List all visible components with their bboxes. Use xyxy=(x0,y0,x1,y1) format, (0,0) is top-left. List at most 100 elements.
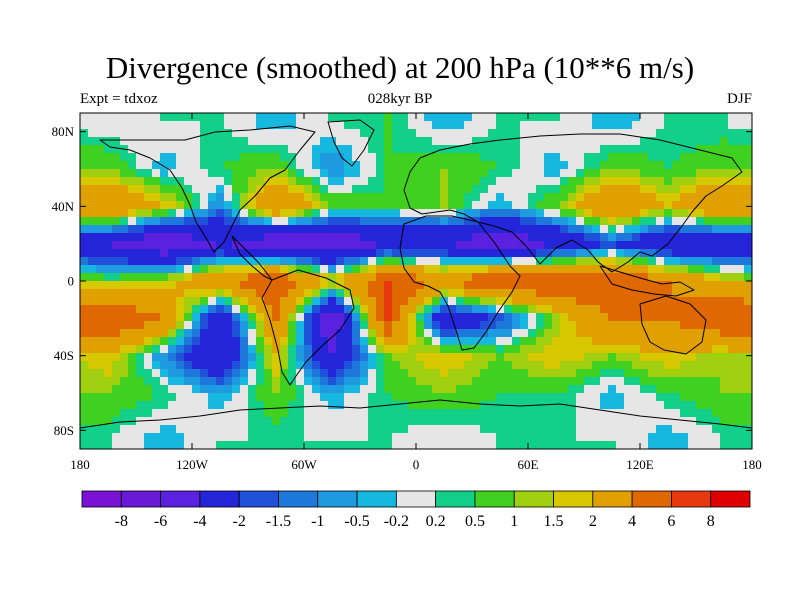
field-cell xyxy=(624,281,633,290)
field-cell xyxy=(280,201,289,210)
field-cell xyxy=(704,185,713,194)
field-cell xyxy=(456,161,465,170)
field-cell xyxy=(296,209,305,218)
colorbar-label: -6 xyxy=(154,513,167,530)
field-cell xyxy=(376,169,385,178)
field-cell xyxy=(208,385,217,394)
field-cell xyxy=(536,369,545,378)
field-cell xyxy=(736,193,745,202)
field-cell xyxy=(120,297,129,306)
field-cell xyxy=(152,377,161,386)
field-cell xyxy=(712,249,721,258)
field-cell xyxy=(232,121,241,130)
field-cell xyxy=(272,193,281,202)
field-cell xyxy=(368,337,377,346)
field-cell xyxy=(304,129,313,138)
field-cell xyxy=(152,233,161,242)
field-cell xyxy=(600,201,609,210)
field-cell xyxy=(304,425,313,434)
field-cell xyxy=(88,393,97,402)
field-cell xyxy=(464,289,473,298)
field-cell xyxy=(680,209,689,218)
field-cell xyxy=(80,385,89,394)
field-cell xyxy=(80,329,89,338)
field-cell xyxy=(312,201,321,210)
field-cell xyxy=(656,361,665,370)
field-cell xyxy=(552,377,561,386)
field-cell xyxy=(88,217,97,226)
field-cell xyxy=(424,345,433,354)
field-cell xyxy=(680,121,689,130)
field-cell xyxy=(440,169,449,178)
field-cell xyxy=(400,401,409,410)
field-cell xyxy=(152,129,161,138)
field-cell xyxy=(288,337,297,346)
field-cell xyxy=(392,249,401,258)
field-cell xyxy=(616,353,625,362)
field-cell xyxy=(680,345,689,354)
field-cell xyxy=(104,425,113,434)
field-cell xyxy=(120,433,129,442)
field-cell xyxy=(472,193,481,202)
field-cell xyxy=(424,193,433,202)
field-cell xyxy=(192,217,201,226)
field-cell xyxy=(560,121,569,130)
field-cell xyxy=(688,329,697,338)
field-cell xyxy=(680,337,689,346)
colorbar-label: 1.5 xyxy=(544,513,564,530)
field-cell xyxy=(184,393,193,402)
field-cell xyxy=(496,337,505,346)
field-cell xyxy=(280,185,289,194)
field-cell xyxy=(408,385,417,394)
field-cell xyxy=(472,225,481,234)
field-cell xyxy=(408,353,417,362)
field-cell xyxy=(584,273,593,282)
field-cell xyxy=(656,369,665,378)
field-cell xyxy=(392,433,401,442)
field-cell xyxy=(584,305,593,314)
field-cell xyxy=(320,425,329,434)
field-cell xyxy=(104,297,113,306)
field-cell xyxy=(248,305,257,314)
field-cell xyxy=(440,265,449,274)
field-cell xyxy=(464,409,473,418)
field-cell xyxy=(744,177,752,186)
field-cell xyxy=(232,113,241,122)
field-cell xyxy=(88,345,97,354)
field-cell xyxy=(288,401,297,410)
field-cell xyxy=(736,281,745,290)
field-cell xyxy=(616,225,625,234)
field-cell xyxy=(640,289,649,298)
field-cell xyxy=(472,409,481,418)
field-cell xyxy=(440,177,449,186)
field-cell xyxy=(224,425,233,434)
field-cell xyxy=(304,401,313,410)
field-cell xyxy=(376,249,385,258)
field-cell xyxy=(416,201,425,210)
field-cell xyxy=(440,345,449,354)
field-cell xyxy=(664,113,673,122)
field-cell xyxy=(80,377,89,386)
field-cell xyxy=(304,313,313,322)
field-cell xyxy=(216,313,225,322)
field-cell xyxy=(736,153,745,162)
field-cell xyxy=(488,225,497,234)
field-cell xyxy=(328,161,337,170)
field-cell xyxy=(304,353,313,362)
field-cell xyxy=(248,201,257,210)
field-cell xyxy=(568,377,577,386)
field-cell xyxy=(144,441,153,449)
field-cell xyxy=(488,185,497,194)
field-cell xyxy=(680,281,689,290)
field-cell xyxy=(504,185,513,194)
field-cell xyxy=(168,153,177,162)
field-cell xyxy=(304,321,313,330)
field-cell xyxy=(304,345,313,354)
field-cell xyxy=(584,193,593,202)
field-cell xyxy=(424,321,433,330)
field-cell xyxy=(376,137,385,146)
field-cell xyxy=(136,393,145,402)
field-cell xyxy=(184,377,193,386)
field-cell xyxy=(232,145,241,154)
field-cell xyxy=(208,177,217,186)
